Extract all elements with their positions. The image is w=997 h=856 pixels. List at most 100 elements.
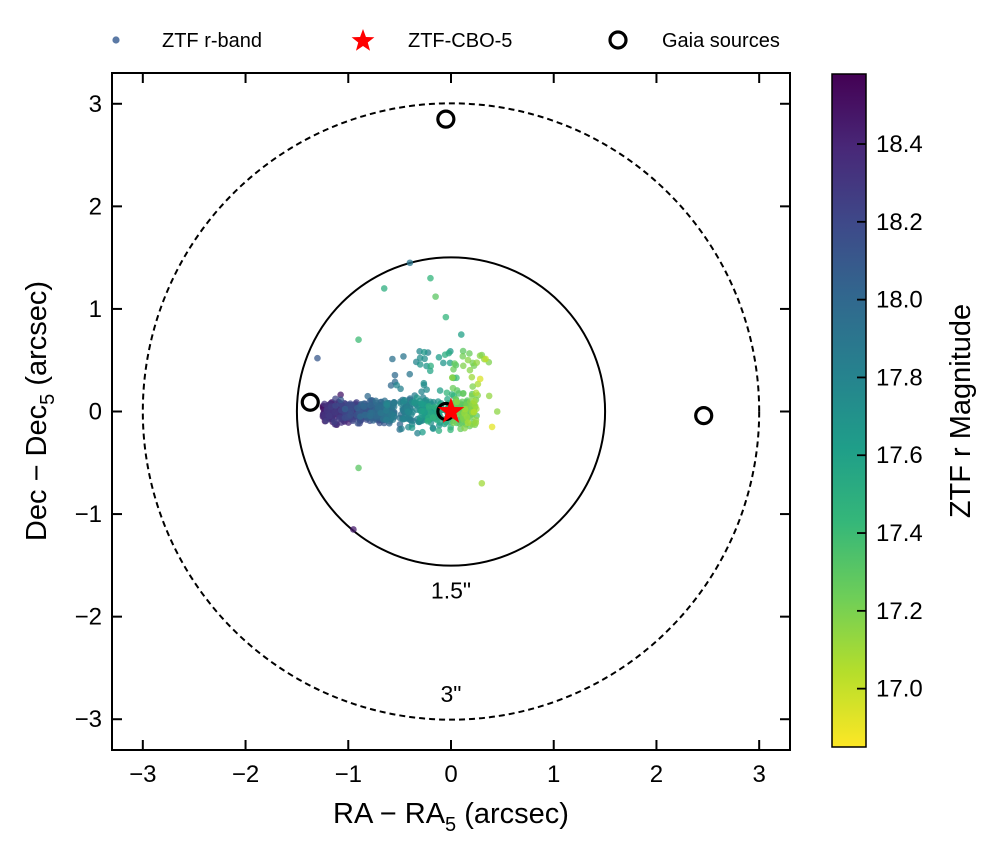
ztf-point: [337, 396, 345, 404]
ztf-point: [457, 331, 465, 338]
colorbar-tick-label: 18.4: [876, 131, 923, 158]
target-star: [437, 397, 465, 423]
ztf-point: [393, 381, 400, 389]
ztf-point: [364, 392, 372, 400]
ztf-point: [440, 359, 447, 367]
ztf-point: [468, 373, 476, 381]
ztf-point: [314, 354, 321, 362]
ztf-point: [450, 419, 457, 427]
ztf-point: [441, 351, 449, 359]
ztf-point: [418, 400, 425, 408]
ztf-point: [408, 424, 416, 432]
ztf-point: [459, 347, 467, 355]
ztf-point: [416, 361, 424, 368]
legend-marker-gaia: [608, 30, 628, 50]
ztf-point: [406, 259, 414, 267]
ztf-point: [420, 379, 428, 387]
ztf-point: [404, 408, 412, 416]
ztf-point: [330, 418, 338, 426]
ztf-point: [450, 365, 457, 373]
ztf-point: [435, 427, 443, 434]
x-tick-label: −3: [129, 761, 156, 788]
ztf-point: [383, 407, 390, 414]
colorbar-label: ZTF r Magnitude: [945, 304, 977, 518]
y-tick-label: −3: [75, 706, 102, 733]
ztf-point: [391, 371, 399, 379]
ztf-point: [367, 409, 374, 417]
ztf-point: [464, 356, 472, 364]
ztf-point: [431, 403, 439, 411]
y-tick-label: 0: [89, 399, 102, 426]
ztf-point: [485, 392, 493, 400]
ztf-point: [444, 395, 451, 403]
ztf-point: [389, 416, 397, 424]
ztf-point: [435, 354, 443, 361]
legend-label-ztf: ZTF r-band: [162, 30, 262, 52]
ztf-point: [337, 391, 344, 399]
ztf-point: [322, 417, 330, 425]
y-tick-label: 3: [89, 91, 102, 118]
ztf-point: [459, 362, 467, 370]
ztf-point: [459, 353, 467, 360]
ztf-point: [482, 355, 489, 363]
colorbar-tick-label: 17.6: [876, 442, 923, 469]
legend-label-target: ZTF-CBO-5: [408, 30, 512, 52]
ztf-point: [350, 526, 357, 533]
ztf-point: [325, 412, 333, 420]
ztf-point: [470, 408, 478, 416]
x-tick-label: 1: [547, 761, 560, 788]
ztf-point: [421, 355, 428, 363]
ztf-point: [425, 402, 433, 410]
gaia-source: [300, 392, 320, 412]
ztf-point: [459, 390, 467, 397]
ztf-point: [493, 408, 501, 415]
ztf-point: [474, 380, 482, 388]
ztf-point: [413, 394, 421, 401]
ztf-point: [360, 403, 368, 410]
ztf-point: [355, 464, 362, 472]
ztf-point: [383, 401, 391, 409]
colorbar: 17.0 17.2 17.4 17.6 17.8 18.0 18.2 18.4 ZTF r M…: [831, 73, 977, 748]
y-axis-label: Dec − Dec5 (arcsec): [21, 281, 59, 541]
ztf-point: [478, 480, 486, 487]
ztf-point: [451, 360, 458, 367]
ztf-point: [409, 408, 416, 416]
ztf-point: [380, 285, 388, 292]
ztf-point: [464, 419, 472, 427]
ztf-point: [461, 424, 468, 432]
ztf-point: [429, 425, 437, 432]
colorbar-tick-label: 18.2: [876, 209, 923, 236]
ztf-point: [382, 416, 390, 424]
ztf-point: [432, 293, 439, 300]
ztf-point: [461, 405, 469, 413]
ztf-point: [488, 423, 496, 431]
ztf-point: [463, 413, 471, 421]
ztf-point: [427, 362, 435, 370]
ztf-point: [427, 274, 434, 282]
ztf-point: [414, 429, 421, 437]
ztf-point: [341, 405, 349, 413]
ztf-point: [472, 419, 480, 427]
legend-marker-target: [351, 29, 375, 51]
x-tick-label: 3: [753, 761, 766, 788]
ztf-point: [389, 355, 396, 363]
ztf-point: [448, 374, 456, 381]
y-tick-label: −1: [75, 501, 102, 528]
ztf-point: [442, 313, 450, 321]
ztf-point: [354, 420, 362, 427]
ztf-point: [449, 384, 457, 392]
ztf-point: [336, 414, 344, 422]
x-tick-label: 2: [650, 761, 663, 788]
y-tick-label: 1: [89, 296, 102, 323]
ztf-point: [472, 389, 480, 397]
ztf-point: [416, 414, 424, 422]
ztf-point: [377, 409, 385, 417]
ztf-point: [331, 408, 339, 416]
ztf-point: [400, 353, 407, 360]
ztf-point: [398, 425, 405, 433]
legend-marker-ztf: [112, 36, 120, 44]
ztf-point: [418, 388, 425, 396]
colorbar-tick-label: 17.4: [876, 520, 923, 547]
ztf-point: [420, 348, 428, 356]
